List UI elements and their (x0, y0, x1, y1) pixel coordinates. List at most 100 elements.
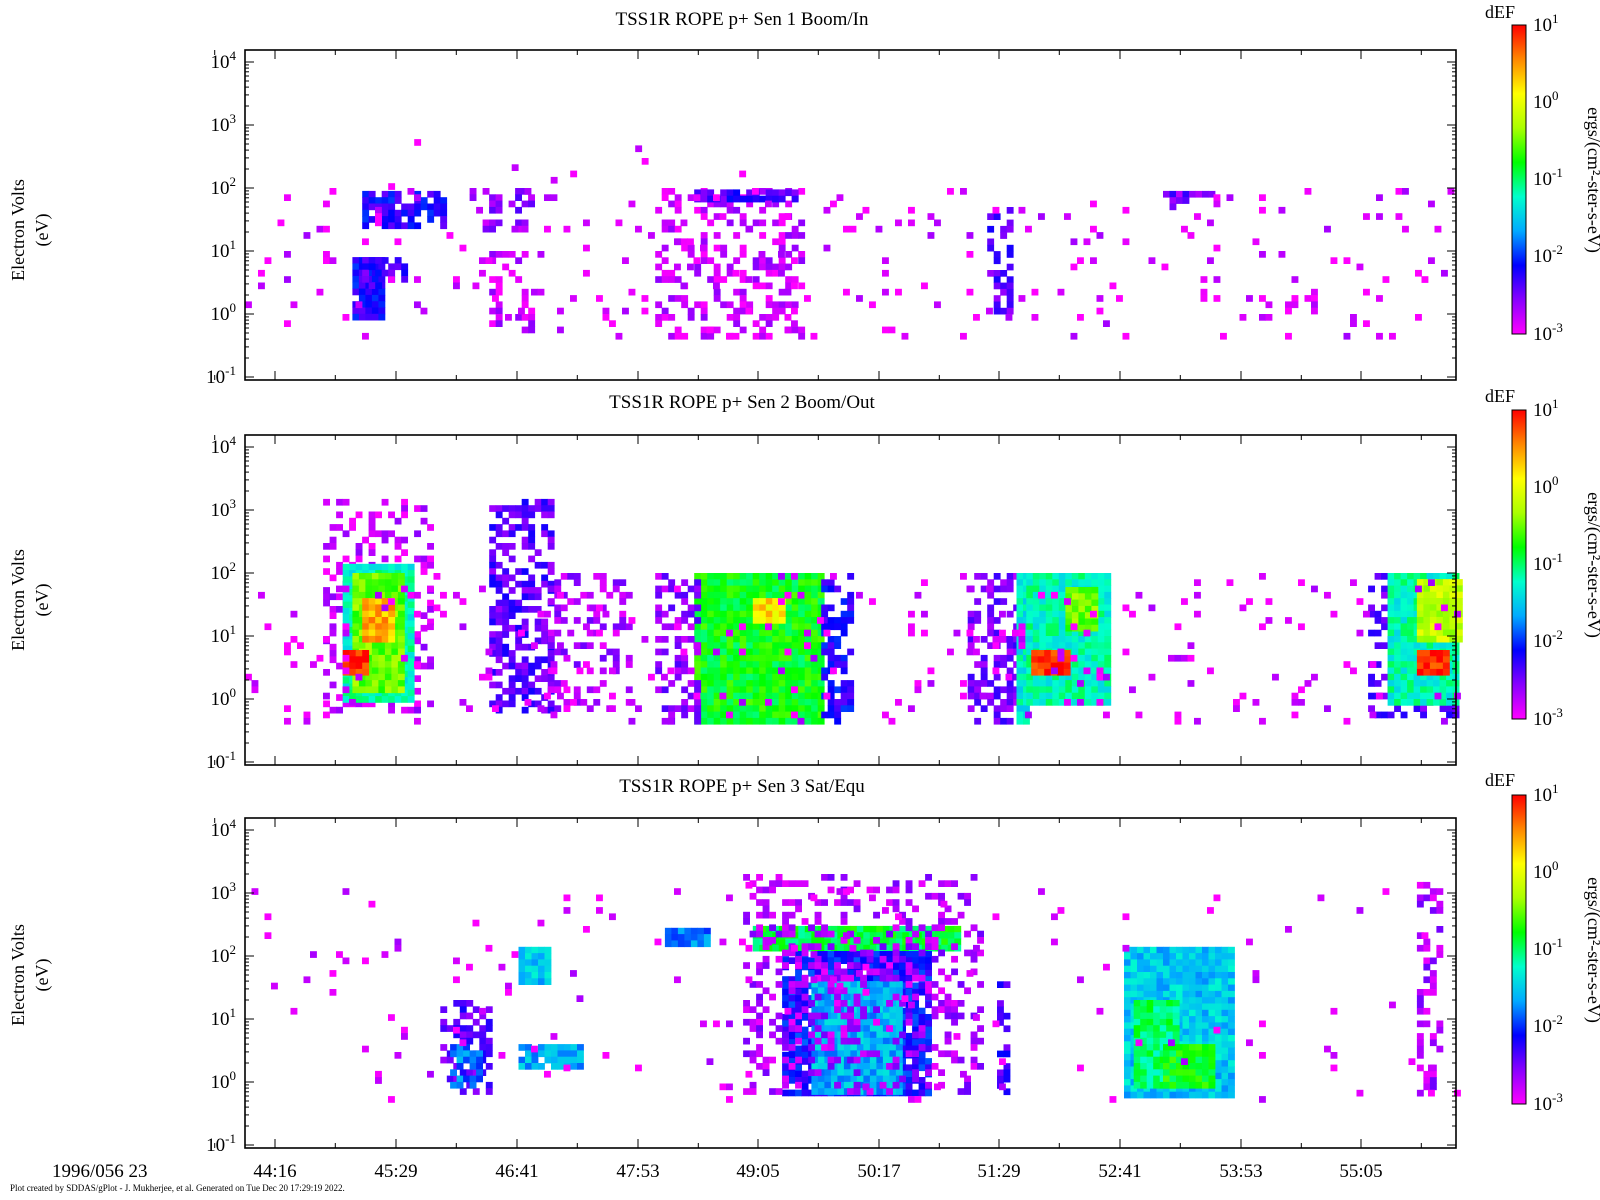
heatmap-cell (352, 579, 360, 586)
heatmap-cell (694, 591, 702, 599)
heatmap-cell (765, 680, 773, 687)
heatmap-cell (1016, 699, 1024, 706)
panel-2-heatmap (245, 498, 1463, 725)
colorbar-1: dEF 101 100 10-1 10-2 10-3 ergs/(cm²-ste… (1485, 2, 1600, 345)
heatmap-cell (850, 1075, 858, 1083)
heatmap-cell (674, 623, 681, 631)
heatmap-cell (365, 680, 373, 687)
heatmap-cell (713, 686, 721, 694)
heatmap-cell (687, 238, 694, 246)
heatmap-cell (492, 705, 499, 712)
heatmap-cell (759, 263, 767, 271)
heatmap-cell (1407, 604, 1414, 612)
heatmap-cell (495, 511, 503, 519)
heatmap-cell (1078, 593, 1086, 600)
panel-2-ylabel-line2: (eV) (32, 584, 53, 617)
heatmap-cell (869, 1031, 877, 1039)
heatmap-cell (801, 1001, 809, 1009)
heatmap-cell (941, 932, 949, 939)
heatmap-cell (856, 925, 864, 933)
heatmap-cell (759, 636, 767, 643)
heatmap-cell (1026, 642, 1034, 649)
heatmap-cell (1400, 591, 1408, 599)
heatmap-cell (765, 200, 772, 208)
heatmap-cell (528, 555, 536, 563)
heatmap-cell (693, 257, 701, 264)
heatmap-cell (1031, 668, 1039, 676)
heatmap-cell (401, 696, 409, 703)
heatmap-cell (1394, 585, 1401, 593)
heatmap-cell (593, 610, 601, 618)
heatmap-cell (840, 610, 848, 618)
heatmap-cell (1006, 288, 1014, 296)
heatmap-cell (707, 699, 715, 706)
heatmap-cell (811, 705, 819, 712)
heatmap-cell (817, 1081, 825, 1089)
heatmap-cell (541, 631, 549, 638)
heatmap-cell (1016, 711, 1024, 719)
panel-3: TSS1R ROPE p+ Sen 3 Sat/Equ Electron Vol… (8, 770, 1600, 1156)
heatmap-cell (817, 591, 825, 599)
heatmap-cell (547, 585, 555, 593)
heatmap-cell (847, 886, 854, 894)
heatmap-cell (785, 251, 793, 258)
heatmap-cell (785, 654, 793, 662)
heatmap-cell (772, 711, 780, 719)
heatmap-cell (840, 1000, 848, 1007)
heatmap-cell (554, 680, 562, 687)
heatmap-cell (827, 951, 835, 958)
heatmap-cell (489, 307, 497, 315)
heatmap-cell (987, 692, 995, 700)
heatmap-cell (407, 607, 415, 615)
heatmap-cell (1091, 654, 1099, 662)
heatmap-cell (713, 699, 721, 706)
heatmap-cell (528, 662, 536, 670)
heatmap-cell (508, 606, 516, 613)
heatmap-cell (834, 699, 842, 706)
y-tick-label: 103 (211, 111, 237, 136)
heatmap-cell (352, 686, 360, 694)
heatmap-cell (1096, 295, 1104, 302)
heatmap-cell (817, 1088, 825, 1095)
heatmap-cell (1381, 623, 1388, 631)
heatmap-cell (502, 662, 510, 670)
heatmap-cell (508, 650, 516, 657)
heatmap-cell (1045, 598, 1053, 605)
heatmap-cell (1016, 585, 1024, 593)
heatmap-cell (1097, 686, 1105, 694)
heatmap-cell (681, 661, 689, 668)
heatmap-cell (541, 637, 549, 645)
heatmap-cell (817, 642, 825, 649)
heatmap-cell (394, 536, 402, 544)
heatmap-cell (830, 1088, 838, 1095)
heatmap-cell (694, 579, 702, 586)
heatmap-cell (918, 1064, 926, 1072)
heatmap-cell (1032, 642, 1040, 649)
heatmap-cell (814, 930, 822, 938)
heatmap-cell (459, 1088, 467, 1095)
heatmap-cell (960, 692, 967, 700)
heatmap-cell (1078, 642, 1086, 649)
heatmap-cell (661, 276, 669, 283)
heatmap-cell (284, 276, 291, 283)
heatmap-cell (1415, 269, 1422, 277)
heatmap-cell (1097, 680, 1105, 687)
heatmap-cell (544, 225, 551, 233)
heatmap-cell (427, 618, 434, 626)
heatmap-cell (974, 661, 982, 668)
heatmap-cell (778, 680, 786, 687)
heatmap-cell (401, 549, 408, 556)
heatmap-cell (834, 974, 841, 982)
heatmap-cell (1394, 667, 1401, 675)
heatmap-cell (524, 699, 532, 706)
heatmap-cell (993, 276, 1001, 283)
heatmap-cell (811, 623, 819, 631)
heatmap-cell (905, 1007, 913, 1015)
heatmap-cell (795, 951, 802, 958)
heatmap-cell (655, 636, 663, 643)
heatmap-cell (687, 604, 695, 612)
heatmap-cell (1078, 599, 1086, 607)
heatmap-cell (801, 943, 809, 950)
heatmap-cell (908, 610, 915, 618)
heatmap-cell (782, 1001, 789, 1009)
